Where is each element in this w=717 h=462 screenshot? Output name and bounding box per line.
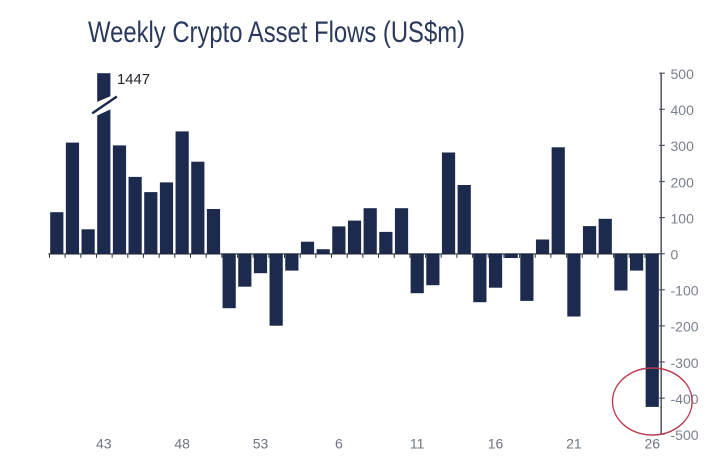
svg-text:100: 100 xyxy=(671,210,695,226)
svg-text:-200: -200 xyxy=(671,319,699,335)
svg-text:-100: -100 xyxy=(671,283,699,299)
svg-text:300: 300 xyxy=(671,138,695,154)
svg-text:-300: -300 xyxy=(671,355,699,371)
svg-text:43: 43 xyxy=(96,436,112,452)
svg-text:-500: -500 xyxy=(671,427,699,443)
svg-text:53: 53 xyxy=(253,436,269,452)
svg-text:26: 26 xyxy=(644,436,660,452)
svg-text:200: 200 xyxy=(671,174,695,190)
svg-text:1447: 1447 xyxy=(117,72,150,88)
svg-text:-400: -400 xyxy=(671,391,699,407)
svg-text:21: 21 xyxy=(566,436,582,452)
svg-text:500: 500 xyxy=(671,66,695,82)
svg-text:16: 16 xyxy=(488,436,504,452)
svg-text:11: 11 xyxy=(410,436,425,452)
svg-text:6: 6 xyxy=(335,436,343,452)
svg-text:48: 48 xyxy=(174,436,190,452)
svg-text:0: 0 xyxy=(671,247,679,263)
svg-text:Weekly Crypto Asset Flows (US$: Weekly Crypto Asset Flows (US$m) xyxy=(88,16,465,49)
svg-text:400: 400 xyxy=(671,102,695,118)
